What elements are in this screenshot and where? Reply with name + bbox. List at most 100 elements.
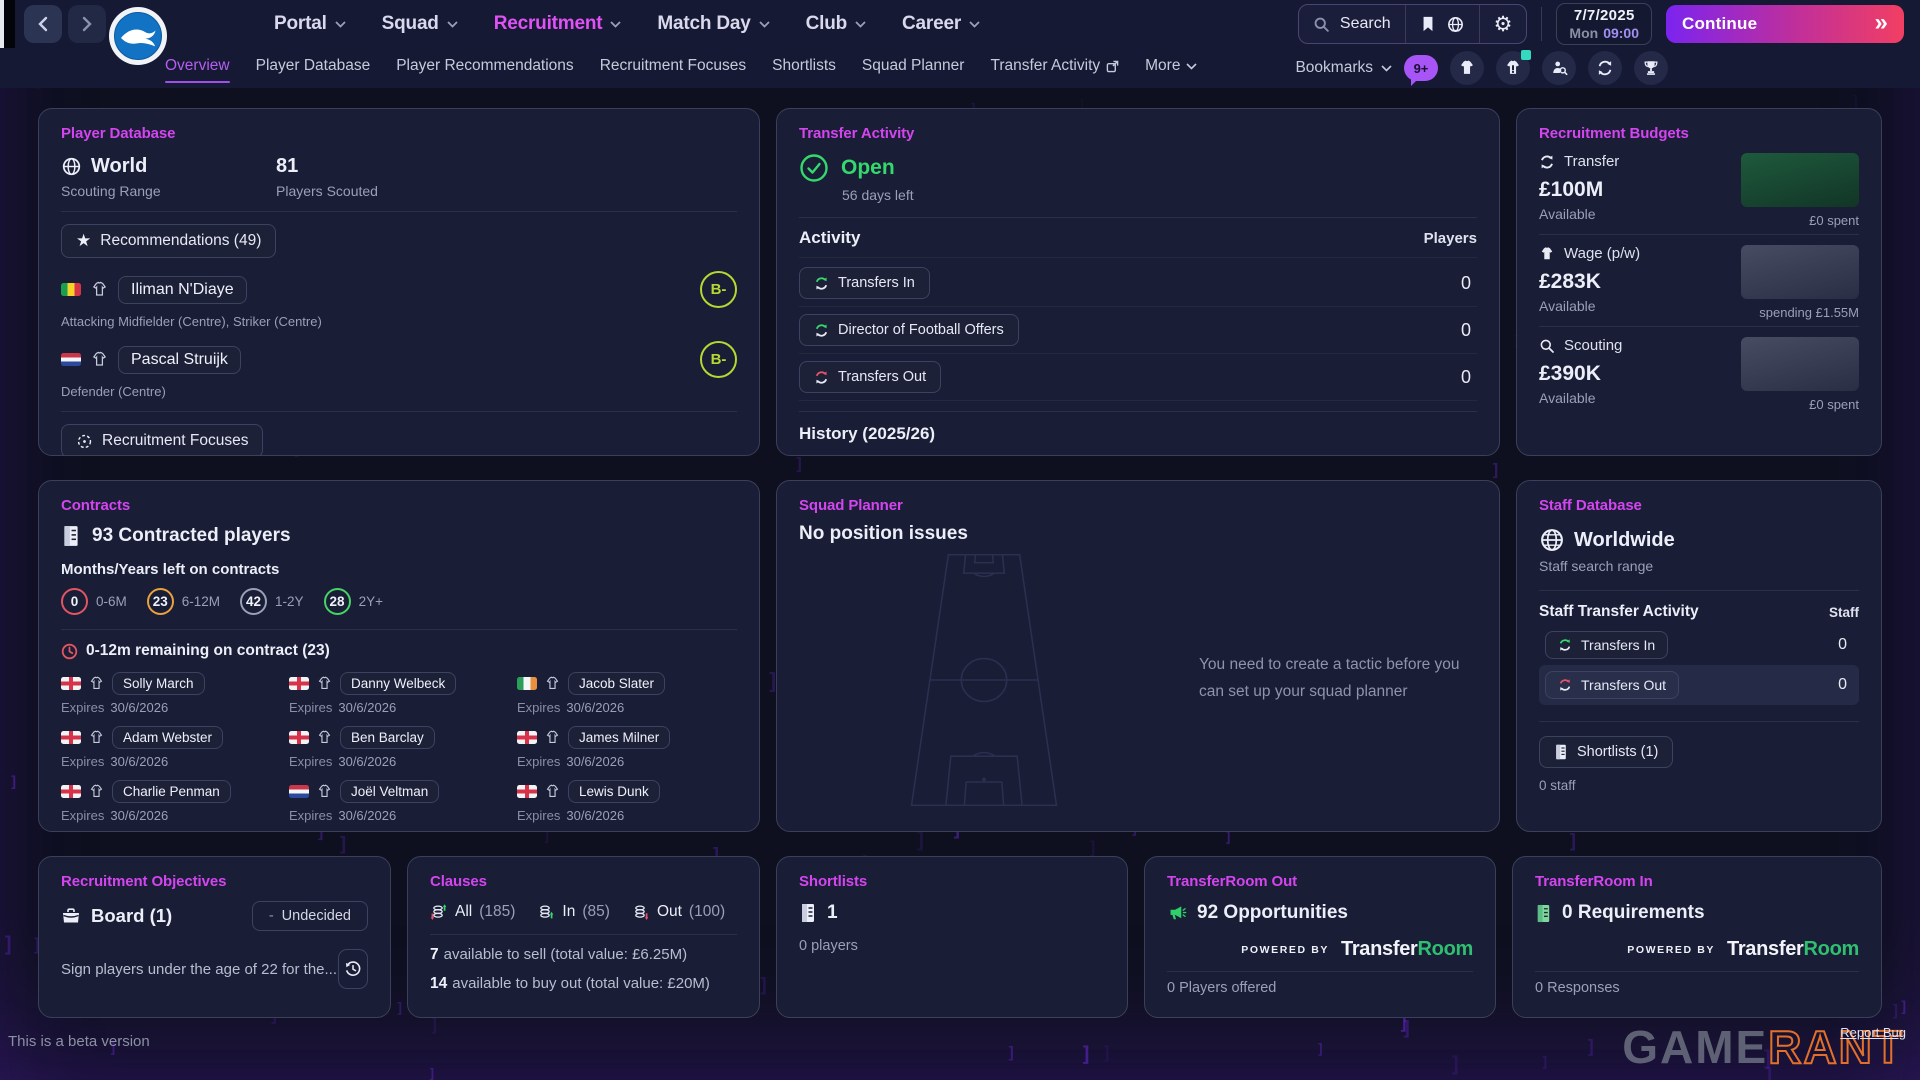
transfers-in-button[interactable]: Transfers In xyxy=(799,267,930,299)
player-name[interactable]: Pascal Struijk xyxy=(118,345,241,374)
player-name[interactable]: Danny Welbeck xyxy=(340,672,457,695)
objective-status[interactable]: - Undecided xyxy=(251,901,368,931)
clauses-filter-out[interactable]: Out (100) xyxy=(632,903,725,921)
sync-shortcut-button[interactable] xyxy=(1588,51,1622,85)
tab-more[interactable]: More xyxy=(1145,57,1198,79)
staff-shortlists-button[interactable]: Shortlists (1) xyxy=(1539,736,1674,768)
tab-player-recommendations[interactable]: Player Recommendations xyxy=(396,57,574,74)
nav-portal[interactable]: Portal xyxy=(274,13,346,35)
card-title[interactable]: Recruitment Budgets xyxy=(1539,125,1689,142)
focus-icon xyxy=(77,434,92,448)
staff-activity-row: Transfers In 0 xyxy=(1539,625,1859,665)
tab-player-database[interactable]: Player Database xyxy=(255,57,371,74)
player-shirt-icon xyxy=(318,730,331,743)
back-button[interactable] xyxy=(24,5,62,43)
report-bug-link[interactable]: Report Bug xyxy=(1840,1025,1906,1040)
player-name[interactable]: Jacob Slater xyxy=(568,672,666,695)
search-button[interactable]: Search xyxy=(1299,5,1405,43)
player-name[interactable]: Joël Veltman xyxy=(340,780,440,803)
trophy-icon xyxy=(1644,61,1658,75)
budget-wage: Wage (p/w) £283K Available spending £1.5… xyxy=(1539,245,1859,320)
staff-transfers-in-button[interactable]: Transfers In xyxy=(1545,631,1669,659)
forward-button[interactable] xyxy=(68,5,106,43)
player-name[interactable]: Ben Barclay xyxy=(340,726,435,749)
scouting-shortcut-button[interactable] xyxy=(1542,51,1576,85)
card-recruitment-budgets: Recruitment Budgets Transfer £100M Avail… xyxy=(1516,108,1882,456)
card-title[interactable]: Recruitment Objectives xyxy=(61,873,227,890)
beta-note: This is a beta version xyxy=(8,1033,150,1050)
staff-activity-header: Staff Transfer Activity xyxy=(1539,603,1699,620)
opportunities-count: 92 Opportunities xyxy=(1197,902,1348,923)
transfers-shortcut-button[interactable] xyxy=(1496,50,1531,85)
card-title[interactable]: Player Database xyxy=(61,125,176,142)
shortlist-players: 0 players xyxy=(799,938,858,954)
clauses-filter-all[interactable]: All (185) xyxy=(430,903,515,921)
game-date: 7/7/2025 Mon 09:00 xyxy=(1556,3,1652,45)
card-title[interactable]: Shortlists xyxy=(799,873,868,890)
card-title[interactable]: Clauses xyxy=(430,873,487,890)
flag-england xyxy=(61,731,81,744)
dof-offers-button[interactable]: Director of Football Offers xyxy=(799,314,1019,346)
staff-count: 0 staff xyxy=(1539,778,1576,793)
trophy-shortcut-button[interactable] xyxy=(1634,51,1668,85)
tab-shortlists[interactable]: Shortlists xyxy=(772,57,836,74)
external-link-icon xyxy=(1106,60,1119,72)
double-chevron-icon: » xyxy=(1874,8,1888,36)
row-value: 0 xyxy=(1460,272,1471,293)
player-shirt-icon xyxy=(90,730,103,743)
bookmarks-dropdown[interactable]: Bookmarks xyxy=(1295,59,1392,77)
activity-header: Activity xyxy=(799,228,861,247)
player-name[interactable]: Iliman N'Diaye xyxy=(118,275,247,304)
flag-ireland xyxy=(517,677,537,690)
player-shirt-icon xyxy=(546,784,559,797)
staff-transfers-out-button[interactable]: Transfers Out xyxy=(1545,671,1680,699)
card-squad-planner: Squad Planner No position issues xyxy=(776,480,1500,832)
card-title[interactable]: Transfer Activity xyxy=(799,125,915,142)
watermark: GAMERANT xyxy=(1622,1021,1904,1073)
budget-note: spending £1.55M xyxy=(1759,305,1859,320)
date-value: 7/7/2025 xyxy=(1573,7,1635,25)
continue-button[interactable]: Continue » xyxy=(1666,5,1904,43)
card-title[interactable]: Squad Planner xyxy=(799,497,903,514)
badge-2y-plus: 28 xyxy=(323,588,351,615)
divider xyxy=(1541,7,1543,41)
nav-match-day[interactable]: Match Day xyxy=(657,13,770,35)
tab-overview[interactable]: Overview xyxy=(165,57,230,83)
nav-career[interactable]: Career xyxy=(902,13,980,35)
card-title[interactable]: TransferRoom In xyxy=(1535,873,1653,890)
settings-button[interactable]: ⚙ xyxy=(1494,13,1513,35)
notifications-badge[interactable]: 9+ xyxy=(1404,55,1438,86)
card-title[interactable]: Staff Database xyxy=(1539,497,1642,514)
wage-shirt-icon xyxy=(1541,246,1553,259)
clauses-filter-in[interactable]: In (85) xyxy=(537,903,610,921)
tab-transfer-activity[interactable]: Transfer Activity xyxy=(990,57,1119,79)
flag-england xyxy=(289,677,309,690)
squad-shortcut-button[interactable] xyxy=(1450,51,1484,85)
world-button[interactable] xyxy=(1446,15,1465,34)
scouting-search-icon xyxy=(1540,339,1554,353)
recommendations-button[interactable]: ★ Recommendations (49) xyxy=(61,224,277,258)
card-title[interactable]: Contracts xyxy=(61,497,131,514)
club-crest[interactable] xyxy=(108,6,168,66)
objective-history-button[interactable] xyxy=(338,949,368,989)
player-name[interactable]: Lewis Dunk xyxy=(568,780,660,803)
tab-squad-planner[interactable]: Squad Planner xyxy=(861,57,965,74)
player-name[interactable]: Adam Webster xyxy=(112,726,224,749)
contracts-icon xyxy=(64,526,78,546)
bookmark-button[interactable] xyxy=(1420,15,1436,33)
contract-player: Ben Barclay Expires 30/6/2026 xyxy=(289,726,509,769)
nav-squad[interactable]: Squad xyxy=(382,13,458,35)
transfers-out-button[interactable]: Transfers Out xyxy=(799,361,942,393)
badge-0-6m: 0 xyxy=(61,588,88,615)
coins-out-icon xyxy=(635,905,649,920)
player-name[interactable]: Charlie Penman xyxy=(112,780,231,803)
scouted-value: 81 xyxy=(276,155,299,177)
nav-recruitment[interactable]: Recruitment xyxy=(494,13,622,35)
nav-club[interactable]: Club xyxy=(806,13,866,35)
player-name[interactable]: James Milner xyxy=(568,726,671,749)
tab-recruitment-focuses[interactable]: Recruitment Focuses xyxy=(599,57,747,74)
card-title[interactable]: TransferRoom Out xyxy=(1167,873,1298,890)
player-name[interactable]: Solly March xyxy=(112,672,205,695)
recruitment-focuses-button[interactable]: Recruitment Focuses xyxy=(61,424,264,455)
globe-icon xyxy=(62,157,81,176)
